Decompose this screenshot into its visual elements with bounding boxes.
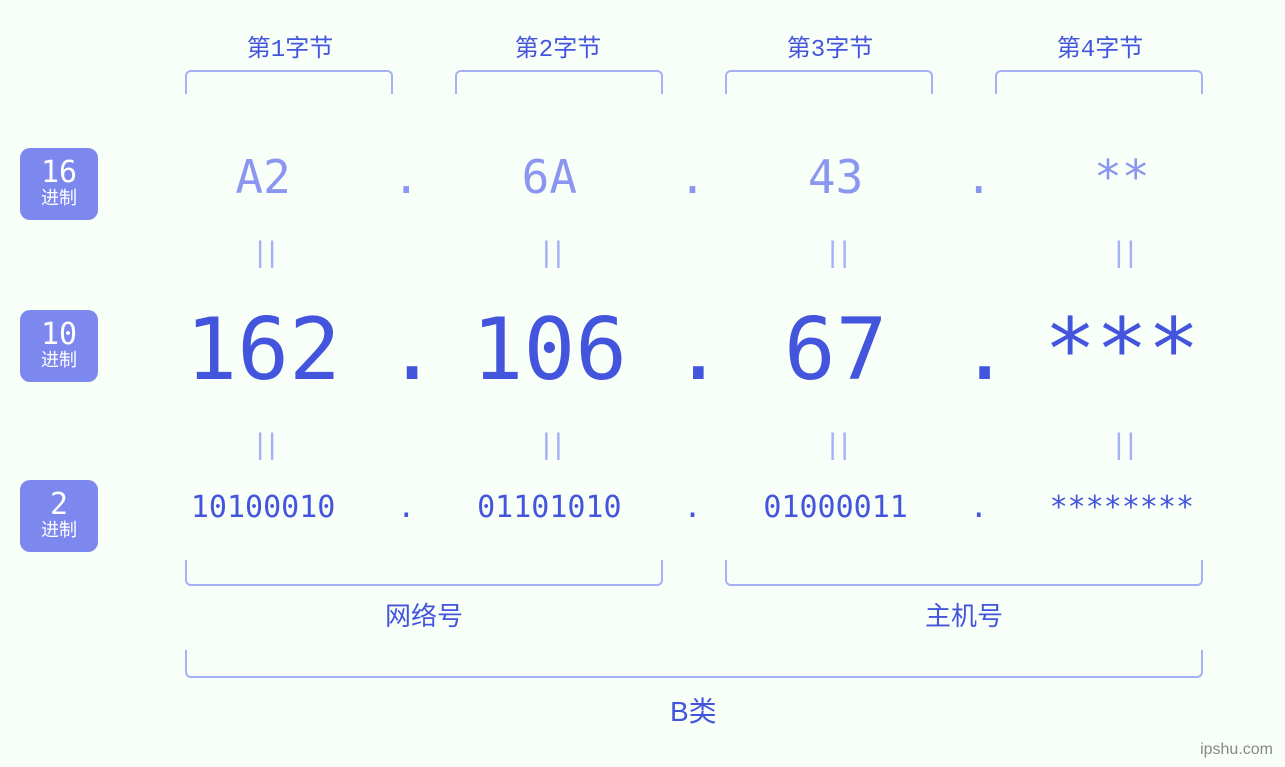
- hex-sep-1: .: [386, 150, 426, 204]
- hex-byte-2: 6A: [426, 150, 672, 204]
- equals-row-1: || || || ||: [140, 238, 1245, 272]
- dec-byte-2: 106: [426, 300, 672, 400]
- eq2-4: ||: [999, 430, 1245, 464]
- dec-byte-3: 67: [713, 300, 959, 400]
- hex-sep-2: .: [673, 150, 713, 204]
- dec-sep-2: .: [673, 300, 713, 400]
- dec-byte-1: 162: [140, 300, 386, 400]
- hex-sep-3: .: [959, 150, 999, 204]
- bin-byte-2: 01101010: [426, 490, 672, 525]
- byte-bracket-2: [455, 70, 663, 94]
- bin-byte-3: 01000011: [713, 490, 959, 525]
- bin-sep-2: .: [673, 490, 713, 525]
- host-label: 主机号: [925, 596, 1003, 633]
- byte-header-4: 第4字节: [980, 28, 1220, 64]
- eq1-1: ||: [140, 238, 386, 272]
- diagram-root: 第1字节 第2字节 第3字节 第4字节 16 进制 10 进制 2 进制 A2 …: [0, 0, 1285, 767]
- dec-sep-1: .: [386, 300, 426, 400]
- byte-header-1: 第1字节: [170, 28, 410, 64]
- row-badge-dec: 10 进制: [20, 310, 98, 382]
- row-badge-hex-text: 进制: [41, 188, 77, 210]
- hex-byte-1: A2: [140, 150, 386, 204]
- class-label: B类: [670, 690, 717, 730]
- byte-bracket-1: [185, 70, 393, 94]
- dec-byte-4: ***: [999, 300, 1245, 400]
- network-label: 网络号: [385, 596, 463, 633]
- eq1-3: ||: [713, 238, 959, 272]
- eq2-2: ||: [426, 430, 672, 464]
- row-badge-bin-num: 2: [50, 490, 68, 520]
- class-bracket: [185, 650, 1203, 678]
- bin-byte-1: 10100010: [140, 490, 386, 525]
- eq1-4: ||: [999, 238, 1245, 272]
- eq2-1: ||: [140, 430, 386, 464]
- row-badge-bin-text: 进制: [41, 520, 77, 542]
- row-badge-hex-num: 16: [41, 158, 77, 188]
- host-bracket: [725, 560, 1203, 586]
- equals-row-2: || || || ||: [140, 430, 1245, 464]
- network-bracket: [185, 560, 663, 586]
- row-bin: 10100010 . 01101010 . 01000011 . *******…: [140, 490, 1245, 525]
- bin-sep-3: .: [959, 490, 999, 525]
- hex-byte-3: 43: [713, 150, 959, 204]
- row-badge-dec-text: 进制: [41, 350, 77, 372]
- row-badge-dec-num: 10: [41, 320, 77, 350]
- watermark: ipshu.com: [1200, 741, 1273, 759]
- byte-bracket-4: [995, 70, 1203, 94]
- bin-byte-4: ********: [999, 490, 1245, 525]
- eq1-2: ||: [426, 238, 672, 272]
- bin-sep-1: .: [386, 490, 426, 525]
- row-badge-bin: 2 进制: [20, 480, 98, 552]
- eq2-3: ||: [713, 430, 959, 464]
- row-badge-hex: 16 进制: [20, 148, 98, 220]
- row-hex: A2 . 6A . 43 . **: [140, 150, 1245, 204]
- byte-header-2: 第2字节: [438, 28, 678, 64]
- row-dec: 162 . 106 . 67 . ***: [140, 300, 1245, 400]
- byte-header-3: 第3字节: [710, 28, 950, 64]
- hex-byte-4: **: [999, 150, 1245, 204]
- byte-bracket-3: [725, 70, 933, 94]
- dec-sep-3: .: [959, 300, 999, 400]
